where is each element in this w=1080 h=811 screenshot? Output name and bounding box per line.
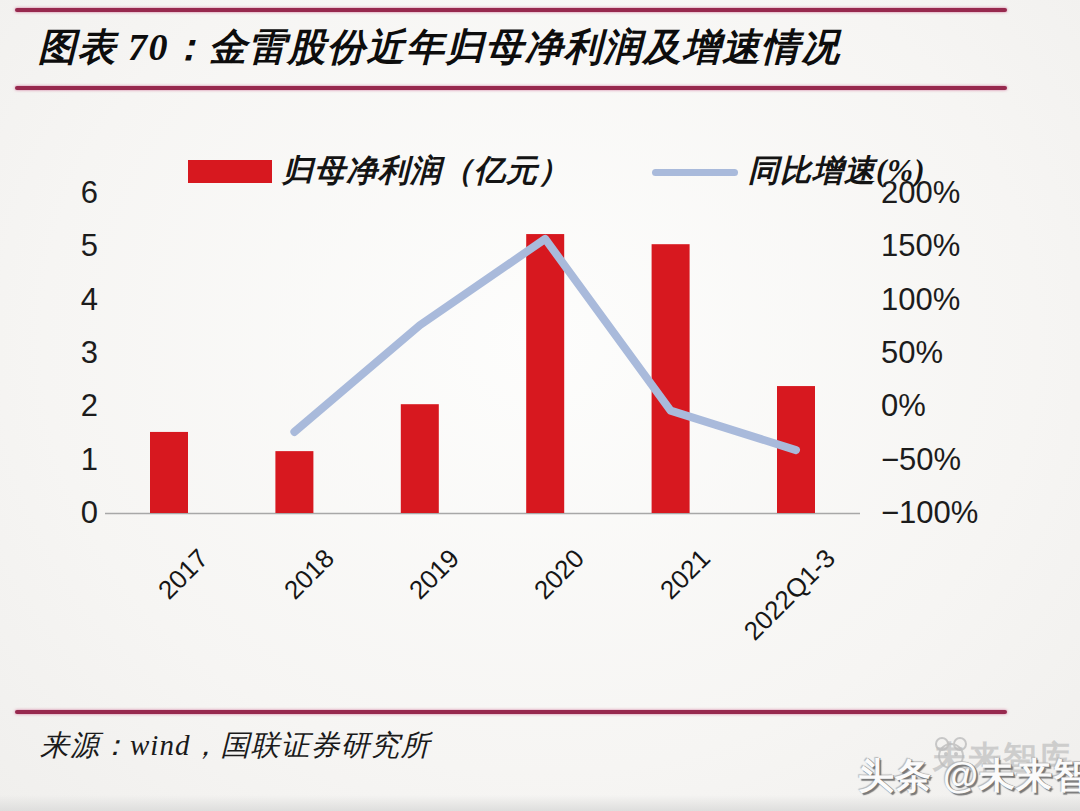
right-axis-tick-200%: 200% (881, 174, 960, 212)
watermark-prefix: 头条 (858, 755, 943, 796)
left-axis-tick-4: 4 (28, 281, 98, 319)
right-axis-tick-0%: 0% (881, 387, 926, 425)
right-axis-tick-−100%: −100% (881, 494, 978, 532)
right-axis-tick-−50%: −50% (881, 441, 961, 479)
left-axis-tick-5: 5 (28, 227, 98, 265)
bar-2018 (275, 451, 313, 513)
right-axis-tick-100%: 100% (881, 281, 960, 319)
bar-2021 (652, 244, 690, 513)
bar-2019 (401, 404, 439, 513)
left-axis-tick-1: 1 (28, 441, 98, 479)
figure-page: 图表 70：金雷股份近年归母净利润及增速情况 归母净利润（亿元） 同比增速(%)… (0, 0, 1080, 811)
left-axis-tick-0: 0 (28, 494, 98, 532)
bar-2017 (150, 432, 188, 513)
watermark-main-text: 头条 @未来智库 (858, 752, 1080, 801)
footer-rule (15, 710, 1007, 714)
right-axis-tick-150%: 150% (881, 227, 960, 265)
left-axis-tick-3: 3 (28, 334, 98, 372)
bar-2020 (526, 234, 564, 513)
bottom-edge-shade (0, 795, 1080, 811)
source-note: 来源：wind，国联证券研究所 (40, 726, 430, 766)
left-axis-tick-6: 6 (28, 174, 98, 212)
watermark-handle: @未来智库 (943, 755, 1080, 796)
right-axis-tick-50%: 50% (881, 334, 943, 372)
left-axis-tick-2: 2 (28, 387, 98, 425)
